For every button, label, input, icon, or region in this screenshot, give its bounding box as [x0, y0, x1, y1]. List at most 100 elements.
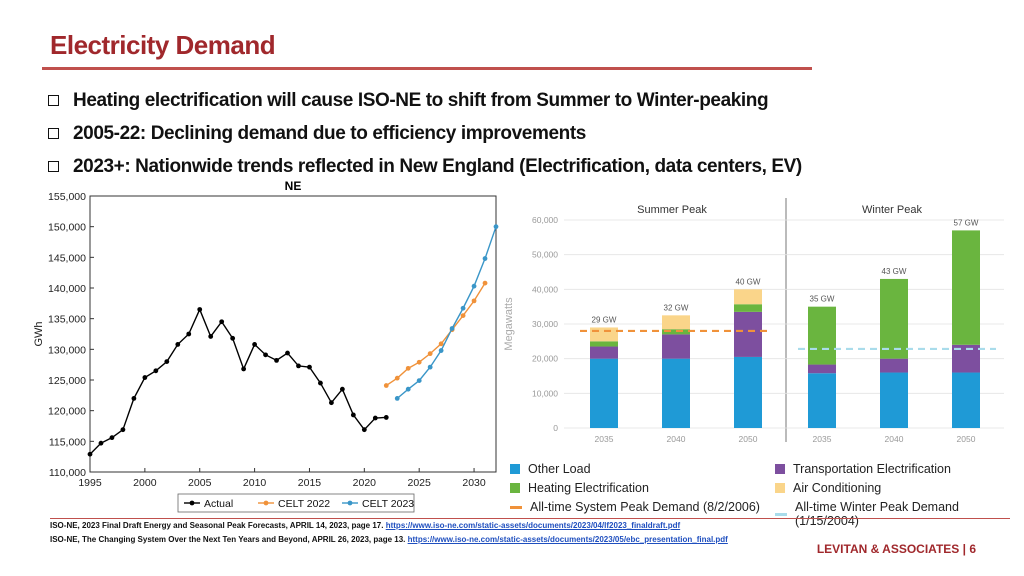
bullet-item: Heating electrification will cause ISO-N… [48, 84, 802, 117]
bar-segment [662, 358, 690, 428]
x-tick-label: 2050 [957, 434, 976, 444]
legend-label: Transportation Electrification [793, 462, 951, 476]
legend-swatch [775, 464, 785, 474]
legend-label: Other Load [528, 462, 591, 476]
data-point [98, 440, 104, 446]
data-point [318, 380, 323, 386]
data-point [241, 366, 247, 372]
data-point [438, 348, 444, 353]
data-point [252, 342, 257, 347]
bar-total-label: 32 GW [664, 303, 689, 312]
data-point [449, 326, 455, 331]
x-tick-label: 2035 [595, 434, 614, 444]
data-point [405, 365, 411, 371]
data-point [460, 313, 466, 318]
bar-segment [590, 346, 618, 359]
x-tick-label: 2015 [298, 477, 322, 489]
data-point [120, 427, 126, 433]
source-link[interactable]: https://www.iso-ne.com/static-assets/doc… [385, 521, 681, 530]
series-line-0 [89, 307, 387, 455]
x-tick-label: 2000 [133, 477, 157, 489]
y-tick-label: 140,000 [48, 283, 86, 295]
source-text: ISO-NE, 2023 Final Draft Energy and Seas… [50, 521, 384, 530]
data-point [208, 334, 214, 339]
data-point [372, 415, 378, 421]
legend-label: Heating Electrification [528, 481, 649, 495]
y-tick-label: 20,000 [532, 354, 558, 364]
data-point [394, 396, 400, 401]
data-point [329, 400, 334, 406]
source-2: ISO-NE, The Changing System Over the Nex… [50, 535, 728, 544]
bar-segment [880, 278, 908, 359]
data-point [405, 386, 411, 392]
bullet-list: Heating electrification will cause ISO-N… [48, 84, 802, 183]
data-point [131, 396, 137, 401]
legend-label: Air Conditioning [793, 481, 882, 495]
data-point [383, 415, 389, 420]
data-point [482, 280, 488, 286]
source-1: ISO-NE, 2023 Final Draft Energy and Seas… [50, 521, 680, 530]
data-point [416, 378, 422, 384]
bar-segment [808, 306, 836, 365]
y-tick-label: 155,000 [48, 191, 86, 203]
y-tick-label: 30,000 [532, 319, 558, 329]
bullet-text: 2023+: Nationwide trends reflected in Ne… [73, 155, 802, 177]
bullet-text: 2005-22: Declining demand due to efficie… [73, 122, 586, 144]
data-point [219, 319, 225, 325]
y-axis-label: Megawatts [503, 297, 515, 351]
data-point [230, 335, 236, 341]
data-point [285, 350, 290, 356]
data-point [471, 283, 477, 289]
data-point [186, 331, 192, 337]
y-tick-label: 125,000 [48, 375, 86, 387]
x-tick-label: 2050 [739, 434, 758, 444]
data-point [394, 375, 400, 381]
bar-segment [662, 315, 690, 330]
legend-other-load: Other Load [510, 462, 591, 476]
y-tick-label: 10,000 [532, 388, 558, 398]
plot-frame [89, 195, 497, 473]
checkbox-bullet-icon [48, 128, 59, 139]
data-point [427, 364, 433, 370]
chart-title: NE [285, 179, 302, 193]
source-text: ISO-NE, The Changing System Over the Nex… [50, 535, 406, 544]
y-tick-label: 130,000 [48, 344, 86, 356]
data-point [493, 224, 499, 230]
data-point [153, 368, 159, 374]
y-tick-label: 0 [553, 423, 558, 433]
bullet-text: Heating electrification will cause ISO-N… [73, 89, 769, 111]
data-point [427, 351, 433, 357]
x-tick-label: 2040 [885, 434, 904, 444]
legend-marker [347, 500, 353, 506]
legend-label: All-time System Peak Demand (8/2/2006) [530, 500, 760, 514]
legend-heating: Heating Electrification [510, 481, 649, 495]
bar-segment [952, 230, 980, 345]
legend-marker [263, 500, 269, 506]
x-tick-label: 2005 [188, 477, 212, 489]
y-tick-label: 110,000 [49, 467, 86, 479]
bar-total-label: 40 GW [736, 277, 761, 286]
bar-segment [880, 372, 908, 428]
bar-segment [734, 311, 762, 357]
data-point [109, 435, 115, 441]
legend-swatch [510, 464, 520, 474]
bar-total-label: 29 GW [592, 315, 617, 324]
source-link[interactable]: https://www.iso-ne.com/static-assets/doc… [407, 535, 728, 544]
bar-segment [734, 356, 762, 428]
legend-air-conditioning: Air Conditioning [775, 481, 881, 495]
bar-total-label: 43 GW [882, 267, 907, 276]
data-point [339, 386, 345, 392]
data-point [350, 412, 356, 418]
legend-marker [189, 500, 195, 506]
x-tick-label: 2035 [813, 434, 832, 444]
panel-title: Summer Peak [637, 204, 707, 216]
data-point [307, 364, 312, 370]
legend-label: Actual [204, 498, 233, 510]
data-point [416, 359, 422, 365]
x-tick-label: 1995 [78, 477, 102, 489]
data-point [274, 357, 279, 363]
footer-divider [50, 518, 1010, 519]
data-point [175, 342, 181, 347]
x-tick-label: 2030 [462, 477, 486, 489]
legend-swatch [775, 483, 785, 493]
